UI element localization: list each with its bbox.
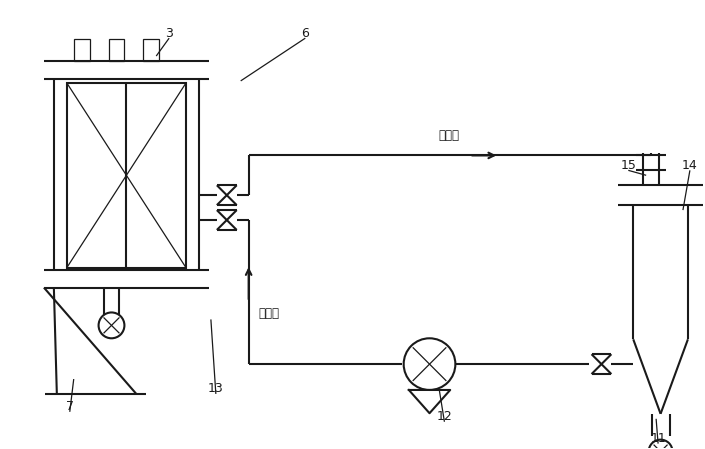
Text: 3: 3 (165, 26, 173, 40)
Text: 12: 12 (436, 410, 453, 423)
Text: 7: 7 (66, 401, 74, 414)
Text: 15: 15 (620, 159, 636, 172)
Bar (109, 39, 124, 61)
Bar (74, 39, 90, 61)
Text: 11: 11 (650, 432, 666, 445)
Text: 循环液: 循环液 (259, 307, 280, 320)
Text: 14: 14 (682, 159, 698, 172)
Text: 6: 6 (301, 26, 309, 40)
Text: 循环液: 循环液 (439, 128, 460, 141)
Circle shape (99, 313, 124, 338)
Bar (143, 39, 159, 61)
Circle shape (404, 338, 455, 390)
Bar (67, 83, 186, 268)
Circle shape (649, 440, 673, 449)
Text: 13: 13 (208, 383, 223, 396)
